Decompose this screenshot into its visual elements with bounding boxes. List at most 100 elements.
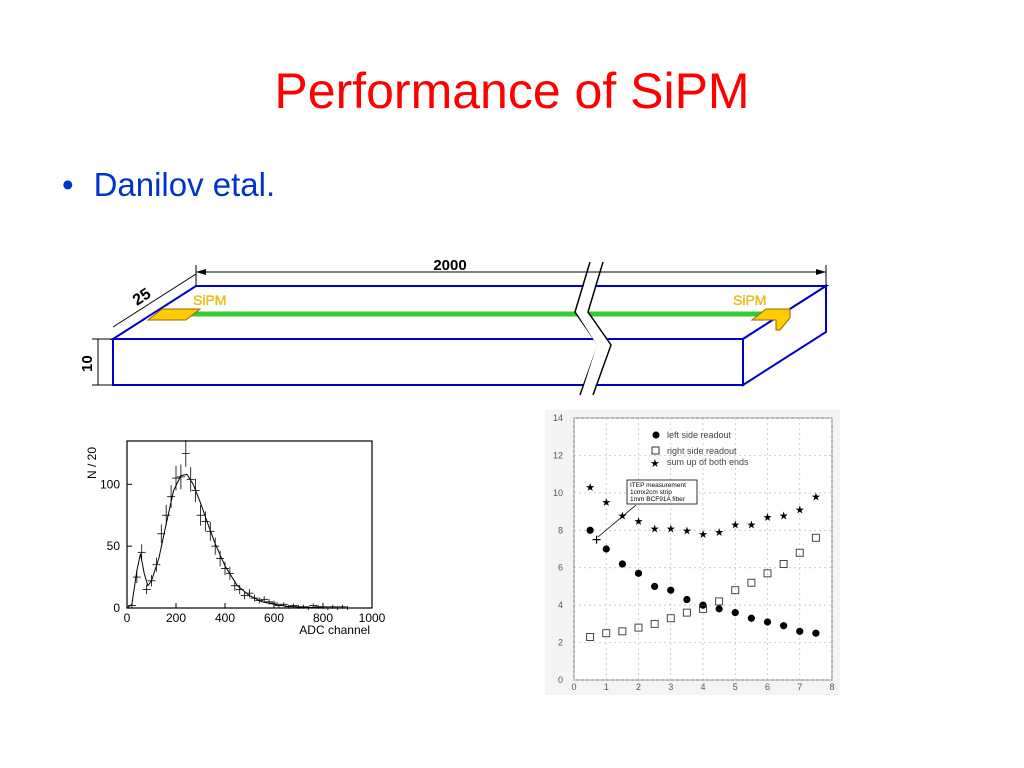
chart2-point-left: [812, 629, 820, 637]
chart1-data-point: [176, 464, 185, 490]
chart2-point-sum: ★: [746, 520, 756, 532]
chart2-xtick-label: 3: [668, 682, 673, 692]
width-dim-line: [112, 273, 197, 328]
strip-front-face: [112, 338, 744, 386]
chart1-data-point: [196, 504, 205, 526]
chart2-xtick-label: 5: [733, 682, 738, 692]
chart1-xtick-label: 600: [264, 611, 284, 625]
length-label: 2000: [433, 257, 466, 274]
chart2-ytick-label: 12: [553, 450, 563, 460]
chart2-point-sum: ★: [730, 520, 740, 532]
sipm-left-label: SiPM: [193, 292, 226, 308]
chart2-point-right: [779, 560, 788, 568]
chart2-point-left: [618, 560, 626, 568]
chart2-point-right: [795, 548, 804, 557]
chart1-data-point: [201, 511, 210, 532]
sipm-right-label: SiPM: [733, 292, 766, 308]
legend-open-square-icon: [651, 446, 660, 455]
chart1-data-point: [181, 439, 190, 467]
annotation-line-3: 1mm BCF91A fiber: [630, 496, 686, 503]
legend-left-label: left side readout: [667, 430, 732, 440]
chart2-point-right: [602, 629, 611, 638]
chart1-data-point: [304, 606, 313, 610]
chart2-ytick-label: 4: [558, 600, 563, 610]
chart2-point-right: [586, 633, 595, 641]
chart2-point-left: [667, 586, 675, 594]
legend-star-icon: ★: [650, 458, 660, 470]
chart2-annotation: ITEP measurement 1cmx2cm strip 1mm BCF91…: [597, 479, 698, 538]
chart2-point-left: [586, 526, 594, 534]
chart1-data-point: [211, 537, 220, 555]
slide-title: Performance of SiPM: [274, 63, 750, 119]
width-label: 25: [130, 285, 154, 309]
sipm-left-block: [146, 308, 202, 321]
strip-side-face: [742, 284, 827, 387]
chart2-ytick-label: 2: [558, 638, 563, 648]
chart2-point-sum: ★: [650, 523, 660, 535]
chart2-point-sum: ★: [779, 510, 789, 522]
legend-sum-label: sum up of both ends: [667, 457, 749, 467]
chart1-xtick-label: 800: [313, 611, 333, 625]
chart2-xtick-label: 0: [571, 682, 576, 692]
bullet-text: Danilov etal.: [93, 166, 276, 203]
chart2-point-left: [715, 605, 723, 613]
bullet-dot-icon: •: [62, 166, 74, 203]
adc-histogram-chart: N / 20 ADC channel 0 200 400 600 800 1000 0 50 1…: [85, 439, 386, 637]
chart2-point-sum: ★: [698, 529, 708, 541]
chart2-point-right: [650, 619, 659, 628]
chart1-ylabel: N / 20: [85, 447, 99, 479]
chart2-point-right: [747, 578, 756, 587]
chart2-xtick-label: 8: [829, 682, 834, 692]
length-arrow-left: [196, 269, 206, 275]
chart2-ytick-label: 14: [553, 413, 563, 423]
chart2-point-right: [682, 608, 691, 617]
chart2-point-sum: ★: [617, 510, 627, 522]
chart1-xtick-label: 1000: [359, 611, 386, 625]
break-gap: [576, 262, 610, 395]
chart2-point-right: [763, 569, 772, 578]
chart2-xtick-label: 2: [636, 682, 641, 692]
chart1-data-point: [260, 596, 269, 603]
chart2-ytick-label: 10: [553, 488, 563, 498]
chart1-xlabel: ADC channel: [299, 623, 370, 637]
chart2-point-left: [747, 614, 755, 622]
chart2-legend: left side readout right side readout ★ s…: [650, 430, 749, 470]
chart1-data-point: [142, 584, 151, 595]
chart1-xtick-label: 200: [166, 611, 186, 625]
chart2-point-sum: ★: [666, 523, 676, 535]
chart2-ytick-label: 6: [558, 563, 563, 573]
chart2-point-left: [763, 618, 772, 626]
chart1-xtick-label: 0: [124, 611, 131, 625]
chart2-point-sum: ★: [682, 525, 692, 537]
chart2-point-left: [634, 569, 643, 577]
legend-filled-circle-icon: [652, 431, 660, 439]
chart1-data-point: [309, 603, 318, 608]
chart2-point-left: [796, 627, 804, 635]
chart2-point-left: [651, 582, 659, 591]
chart2-point-left: [731, 609, 739, 617]
legend-right-label: right side readout: [667, 446, 737, 456]
sipm-right-block: [750, 308, 791, 331]
chart2-xtick-label: 6: [765, 682, 770, 692]
chart2-point-sum: ★: [714, 527, 724, 539]
chart2-point-sum: ★: [811, 492, 821, 504]
bullet-item: • Danilov etal.: [62, 166, 275, 204]
chart2-point-right: [666, 614, 675, 623]
chart1-ytick-label: 0: [113, 601, 120, 615]
chart2-point-right: [811, 533, 820, 542]
chart2-point-right: [634, 623, 643, 632]
chart1-xtick-label: 400: [215, 611, 235, 625]
length-arrow-right: [816, 269, 826, 275]
chart1-fit-curve: [126, 473, 348, 609]
chart2-point-right: [731, 586, 740, 595]
chart1-data-point: [240, 591, 249, 600]
annotation-line-1: ITEP measurement: [630, 482, 686, 489]
chart2-point-left: [602, 545, 610, 553]
chart2-point-right: [618, 627, 627, 636]
chart1-data-point: [186, 467, 195, 492]
chart1-data-point: [167, 485, 176, 509]
chart2-point-sum: ★: [601, 497, 611, 509]
chart2-point-sum: ★: [585, 482, 595, 494]
